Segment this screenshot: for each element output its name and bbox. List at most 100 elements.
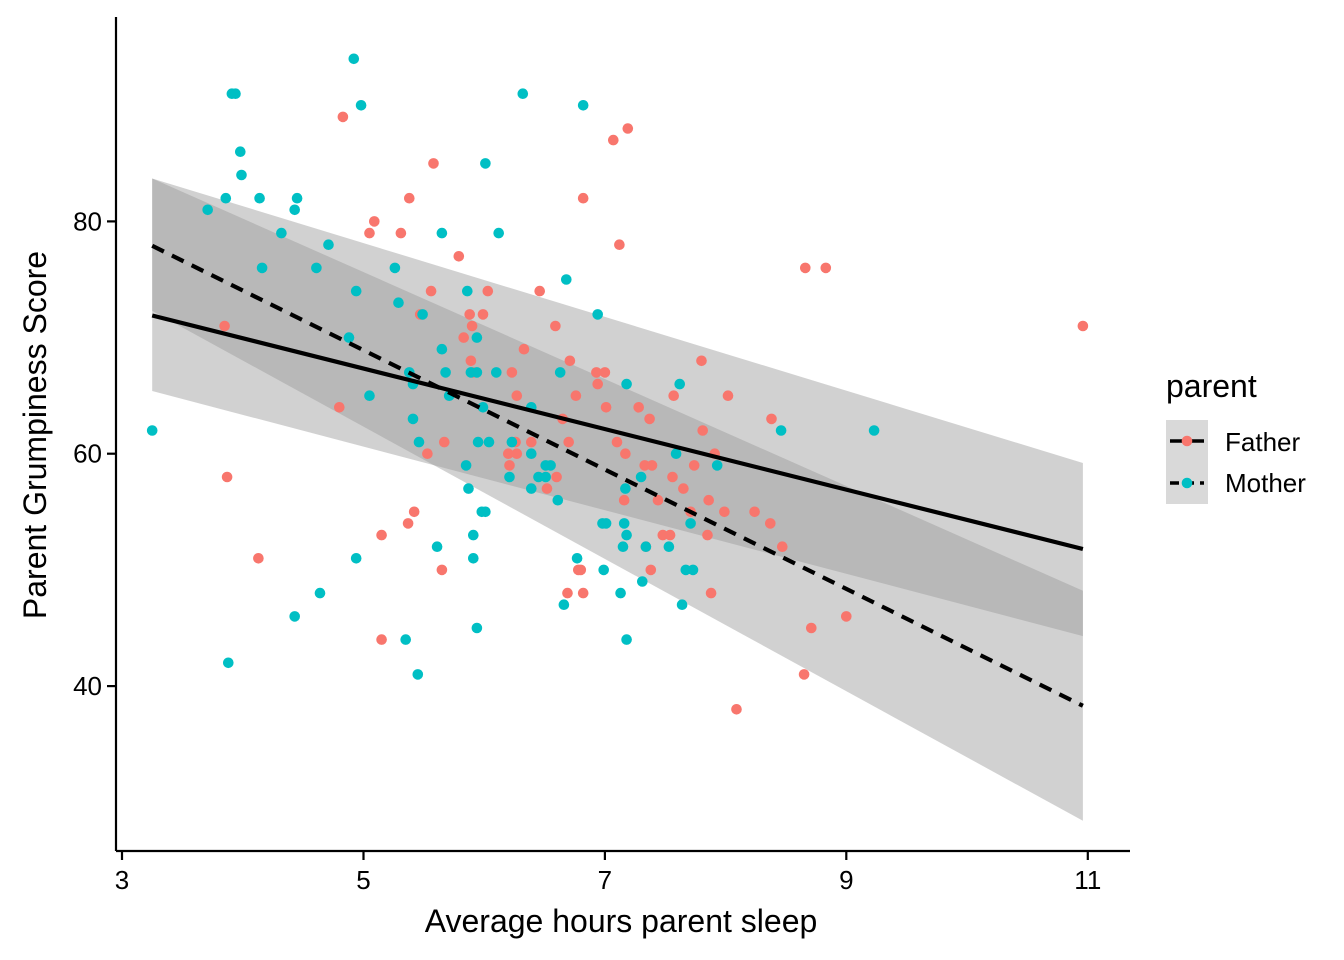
confidence-bands: [152, 178, 1083, 821]
point-mother: [471, 332, 483, 343]
point-father: [482, 285, 494, 297]
point-mother: [561, 274, 572, 285]
point-mother: [463, 483, 474, 494]
point-father: [577, 192, 589, 204]
point-mother: [400, 634, 412, 645]
point-father: [550, 320, 561, 332]
point-father: [503, 448, 514, 460]
point-mother: [348, 53, 360, 65]
point-mother: [637, 576, 648, 587]
point-father: [777, 541, 788, 552]
point-mother: [220, 192, 232, 204]
point-mother: [460, 460, 472, 471]
point-father: [439, 436, 450, 448]
point-mother: [571, 553, 583, 564]
point-father: [765, 518, 776, 529]
point-mother: [663, 541, 675, 552]
point-mother: [545, 460, 556, 471]
point-father: [570, 390, 582, 402]
point-father: [657, 529, 669, 541]
point-mother: [526, 483, 537, 494]
legend-title: parent: [1166, 368, 1257, 404]
point-father: [506, 367, 518, 378]
point-father: [620, 448, 631, 460]
point-mother: [202, 204, 213, 216]
point-mother: [235, 146, 246, 157]
point-mother: [687, 564, 699, 576]
point-mother: [621, 529, 632, 541]
point-mother: [674, 378, 685, 390]
point-mother: [389, 262, 401, 274]
point-father: [504, 460, 515, 471]
point-father: [425, 285, 437, 297]
point-mother: [236, 169, 247, 181]
point-mother: [436, 343, 448, 355]
point-mother: [676, 599, 688, 610]
point-mother: [431, 541, 443, 552]
point-mother: [640, 541, 652, 552]
point-father: [668, 390, 679, 402]
point-father: [611, 436, 623, 448]
point-father: [408, 506, 420, 518]
point-mother: [600, 518, 612, 529]
point-mother: [621, 378, 632, 390]
point-father: [599, 367, 611, 378]
point-mother: [477, 402, 489, 413]
point-mother: [413, 436, 425, 448]
legend-item-father: Father: [1166, 420, 1300, 462]
point-father: [511, 448, 523, 460]
point-father: [798, 669, 810, 680]
point-mother: [276, 227, 287, 239]
point-mother: [256, 262, 268, 274]
y-axis-ticks: 40 60 80: [73, 206, 116, 701]
x-tick-label: 11: [1074, 865, 1101, 895]
point-father: [703, 494, 714, 506]
x-axis-title: Average hours parent sleep: [425, 903, 818, 939]
point-father: [334, 402, 345, 413]
point-father: [577, 587, 589, 599]
point-father: [562, 587, 573, 599]
point-father: [644, 413, 655, 425]
point-mother: [592, 309, 603, 320]
point-mother: [480, 158, 491, 169]
point-father: [800, 262, 811, 274]
x-tick-label: 5: [356, 865, 370, 895]
point-father: [600, 402, 612, 413]
legend-label-father: Father: [1225, 427, 1300, 457]
point-mother: [314, 587, 326, 599]
y-tick-label: 40: [73, 671, 102, 701]
point-mother: [289, 611, 301, 622]
confidence-band-father: [152, 178, 1083, 637]
point-mother: [517, 88, 529, 99]
point-mother: [483, 436, 495, 448]
point-mother: [350, 553, 362, 564]
point-mother: [493, 227, 505, 239]
point-father: [563, 436, 574, 448]
point-father: [464, 309, 476, 320]
point-mother: [291, 192, 303, 204]
legend: parent Father Mother: [1166, 368, 1306, 504]
point-father: [436, 564, 448, 576]
point-mother: [491, 367, 502, 378]
point-mother: [685, 518, 696, 529]
point-mother: [506, 436, 518, 448]
point-father: [395, 227, 407, 239]
point-mother: [343, 332, 355, 343]
point-father: [453, 250, 465, 262]
point-mother: [407, 413, 419, 425]
point-mother: [711, 460, 723, 471]
y-axis-title: Parent Grumpiness Score: [17, 251, 53, 619]
point-father: [633, 402, 644, 413]
legend-point-father: [1181, 435, 1193, 447]
point-mother: [393, 297, 404, 309]
point-mother: [504, 471, 515, 483]
regression-lines: [151, 243, 1084, 708]
point-father: [458, 332, 470, 343]
point-father: [608, 134, 619, 146]
point-father: [526, 436, 537, 448]
point-father: [652, 494, 664, 506]
point-father: [667, 471, 678, 483]
point-father: [697, 425, 708, 436]
point-mother: [635, 471, 647, 483]
point-father: [534, 285, 545, 297]
